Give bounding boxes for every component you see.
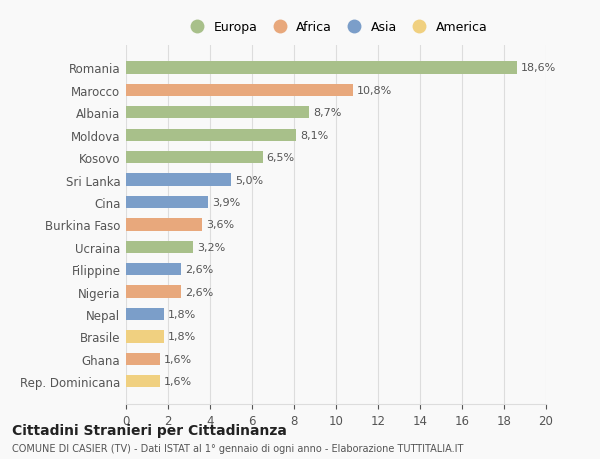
Text: 6,5%: 6,5% xyxy=(267,153,295,163)
Bar xyxy=(126,241,193,253)
Text: COMUNE DI CASIER (TV) - Dati ISTAT al 1° gennaio di ogni anno - Elaborazione TUT: COMUNE DI CASIER (TV) - Dati ISTAT al 1°… xyxy=(12,443,463,453)
Bar xyxy=(126,62,517,74)
Legend: Europa, Africa, Asia, America: Europa, Africa, Asia, America xyxy=(179,17,493,39)
Text: 3,2%: 3,2% xyxy=(197,242,226,252)
Text: Cittadini Stranieri per Cittadinanza: Cittadini Stranieri per Cittadinanza xyxy=(12,423,287,437)
Text: 18,6%: 18,6% xyxy=(521,63,556,73)
Bar xyxy=(126,353,160,365)
Text: 5,0%: 5,0% xyxy=(235,175,263,185)
Text: 3,9%: 3,9% xyxy=(212,197,241,207)
Bar xyxy=(126,151,263,164)
Text: 8,7%: 8,7% xyxy=(313,108,341,118)
Text: 1,6%: 1,6% xyxy=(164,376,192,386)
Bar xyxy=(126,330,164,343)
Text: 1,6%: 1,6% xyxy=(164,354,192,364)
Bar xyxy=(126,263,181,276)
Text: 2,6%: 2,6% xyxy=(185,287,213,297)
Text: 3,6%: 3,6% xyxy=(206,220,234,230)
Text: 1,8%: 1,8% xyxy=(168,332,196,342)
Bar xyxy=(126,174,231,186)
Text: 1,8%: 1,8% xyxy=(168,309,196,319)
Bar xyxy=(126,129,296,141)
Bar xyxy=(126,308,164,320)
Bar xyxy=(126,375,160,388)
Bar xyxy=(126,84,353,97)
Bar xyxy=(126,196,208,209)
Text: 8,1%: 8,1% xyxy=(300,130,329,140)
Bar xyxy=(126,107,309,119)
Text: 10,8%: 10,8% xyxy=(357,86,392,95)
Text: 2,6%: 2,6% xyxy=(185,265,213,274)
Bar xyxy=(126,219,202,231)
Bar xyxy=(126,286,181,298)
